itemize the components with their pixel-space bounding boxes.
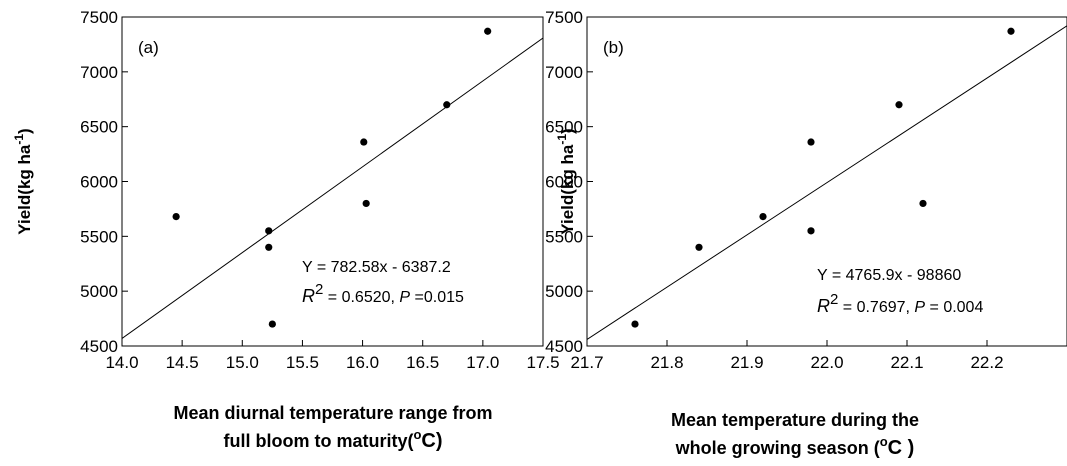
data-point [895,101,903,109]
data-point [360,138,368,146]
x-tick-label: 21.8 [650,353,683,372]
data-point [695,243,703,251]
x-tick-label: 21.9 [730,353,763,372]
regression-line [587,25,1067,340]
data-point [172,212,180,221]
y-tick-label: 6500 [545,118,583,137]
x-tick-label: 17.5 [526,353,559,372]
y-axis-label: Yield(kg ha-1) [555,128,577,234]
y-axis-label-sup: -1 [555,134,569,145]
x-axis-label-line2: whole growing season (oC ) [675,434,915,459]
y-axis-label-main: Yield(kg ha [558,144,577,235]
x-axis-label-line1: Mean diurnal temperature range from [173,403,492,423]
y-tick-label: 7500 [80,8,118,27]
y-tick-label: 4500 [80,337,118,356]
chart-panel-b: 4500 5000 5500 6000 6500 7000 7500 21.7 21.8 21.9… [545,8,1067,459]
data-point [1007,27,1015,35]
x-axis-label-text: full bloom to maturity( [223,431,413,451]
x-tick-label: 14.0 [105,353,138,372]
data-point [443,101,451,109]
regression-equation: Y = 782.58x - 6387.2 [302,259,451,276]
x-tick-label: 16.5 [406,353,439,372]
chart-panel-a: 4500 5000 5500 6000 6500 7000 7500 14.0 14.5 15.0… [12,8,560,452]
data-point [265,227,273,235]
r-squared-sup: 2 [315,281,323,298]
data-point [631,320,639,328]
data-point [265,243,273,251]
x-tick-label: 15.0 [226,353,259,372]
y-axis-label-main: Yield(kg ha [15,144,34,235]
y-axis-label-sup: -1 [12,134,26,145]
x-tick-label: 16.0 [346,353,379,372]
data-point [759,212,767,221]
y-tick-label: 7000 [545,63,583,82]
x-axis-label-line1: Mean temperature during the [671,410,919,430]
y-axis-label-close: ) [558,128,577,134]
r-squared-text: R2 = 0.7697, P = 0.004 [817,291,983,316]
x-tick-label: 22.0 [810,353,843,372]
x-tick-label: 14.5 [166,353,199,372]
r-squared-value: = 0.7697, [838,299,914,316]
y-axis-label: Yield(kg ha-1) [12,128,34,234]
y-tick-label: 7000 [80,63,118,82]
data-point [919,199,927,208]
y-tick-label: 5500 [545,227,583,246]
x-tick-label: 15.5 [286,353,319,372]
r-squared-value: = 0.6520, [323,289,399,306]
x-axis-unit-degree: o [880,434,888,449]
data-point [807,227,815,235]
r-squared-text: R2 = 0.6520, P =0.015 [302,281,464,306]
r-squared-sup: 2 [830,291,838,308]
r-symbol: R [302,286,315,306]
data-point [807,138,815,146]
x-axis-unit-degree: o [413,427,421,442]
y-tick-label: 6000 [545,173,583,192]
x-tick-label: 21.7 [570,353,603,372]
panel-label: (a) [138,38,159,57]
p-value: =0.015 [410,289,464,306]
data-point [362,199,370,208]
x-axis-label-line2: full bloom to maturity(oC) [223,427,442,452]
y-tick-label: 6000 [80,173,118,192]
y-axis-label-close: ) [15,128,34,134]
regression-line [122,37,543,339]
x-axis-label-text: whole growing season ( [675,438,880,458]
y-tick-label: 6500 [80,118,118,137]
r-symbol: R [817,296,830,316]
data-point [268,320,276,328]
y-tick-label: 5500 [80,227,118,246]
y-tick-label: 5000 [545,282,583,301]
p-value: = 0.004 [925,299,983,316]
regression-equation: Y = 4765.9x - 98860 [817,267,961,284]
x-tick-label: 17.0 [466,353,499,372]
x-axis-unit: C) [421,430,442,452]
x-tick-label: 22.1 [890,353,923,372]
panel-label: (b) [603,38,624,57]
y-tick-label: 7500 [545,8,583,27]
p-symbol: P [399,289,410,306]
y-tick-label: 5000 [80,282,118,301]
x-axis-unit: C ) [888,437,915,459]
data-point [484,27,492,35]
p-symbol: P [914,299,925,316]
x-tick-label: 22.2 [970,353,1003,372]
y-tick-label: 4500 [545,337,583,356]
